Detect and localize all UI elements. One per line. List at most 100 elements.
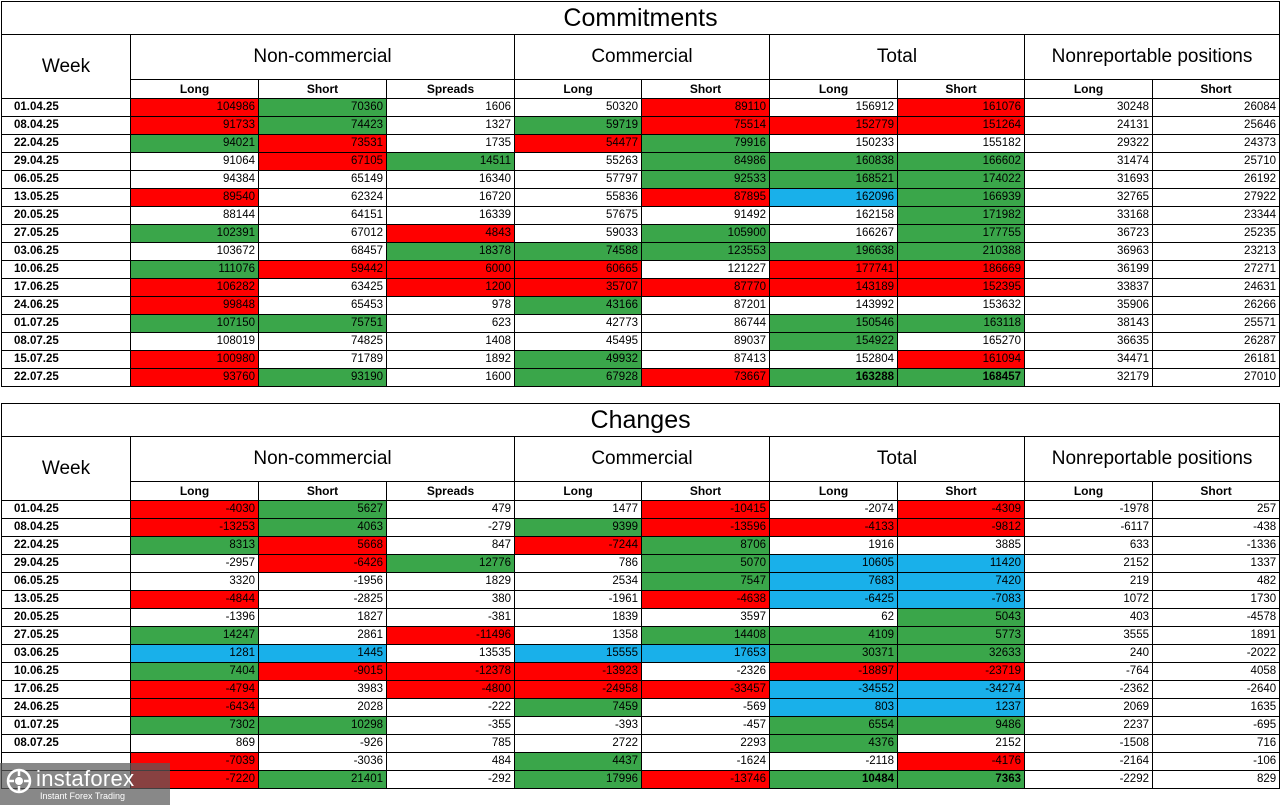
week-cell: 13.05.25 xyxy=(1,590,131,609)
value-cell: 6000 xyxy=(386,260,515,279)
value-cell: 1072 xyxy=(1024,590,1153,609)
table-row: 29.04.25 91064 67105 14511 55263 84986 160838 1… xyxy=(1,152,1280,171)
value-cell: -2022 xyxy=(1151,644,1280,663)
value-cell: 785 xyxy=(386,734,515,753)
value-cell: 74825 xyxy=(258,332,387,351)
value-cell: -34552 xyxy=(769,680,898,699)
value-cell: 94021 xyxy=(130,134,259,153)
value-cell: 30371 xyxy=(769,644,898,663)
subheader: Short xyxy=(258,481,387,501)
table-row: 22.07.25 93760 93190 1600 67928 73667 163288 16… xyxy=(1,368,1280,387)
value-cell: 155182 xyxy=(897,134,1025,153)
value-cell: 23213 xyxy=(1151,242,1280,261)
value-cell: 1477 xyxy=(514,500,642,519)
value-cell: 111076 xyxy=(130,260,259,279)
week-cell: 01.04.25 xyxy=(1,98,131,117)
week-cell: 24.06.25 xyxy=(1,296,131,315)
group-non-commercial: Non-commercial xyxy=(130,34,515,80)
value-cell: 43166 xyxy=(514,296,642,315)
value-cell: 829 xyxy=(1151,770,1280,789)
value-cell: 24631 xyxy=(1151,278,1280,297)
value-cell: 36723 xyxy=(1024,224,1153,243)
value-cell: 59719 xyxy=(514,116,642,135)
value-cell: 482 xyxy=(1151,572,1280,591)
value-cell: -9015 xyxy=(258,662,387,681)
value-cell: 91733 xyxy=(130,116,259,135)
value-cell: 6554 xyxy=(769,716,898,735)
value-cell: 65453 xyxy=(258,296,387,315)
value-cell: 34471 xyxy=(1024,350,1153,369)
value-cell: 59033 xyxy=(514,224,642,243)
value-cell: 102391 xyxy=(130,224,259,243)
value-cell: -2640 xyxy=(1151,680,1280,699)
value-cell: -2118 xyxy=(769,752,898,771)
value-cell: -4844 xyxy=(130,590,259,609)
value-cell: 65149 xyxy=(258,170,387,189)
value-cell: -764 xyxy=(1024,662,1153,681)
value-cell: 196638 xyxy=(769,242,898,261)
table-row: 01.04.25 104986 70360 1606 50320 89110 156912 1… xyxy=(1,98,1280,117)
value-cell: 38143 xyxy=(1024,314,1153,333)
group-total: Total xyxy=(769,436,1025,482)
table-row: -7220 21401 -292 17996 -13746 10484 7363 -2292 8… xyxy=(1,770,1280,789)
subheader: Short xyxy=(258,79,387,99)
value-cell: 26084 xyxy=(1151,98,1280,117)
value-cell: 8313 xyxy=(130,536,259,555)
value-cell: 152779 xyxy=(769,116,898,135)
value-cell: 25571 xyxy=(1151,314,1280,333)
value-cell: 1735 xyxy=(386,134,515,153)
value-cell: 7420 xyxy=(897,572,1025,591)
value-cell: 163118 xyxy=(897,314,1025,333)
value-cell: 162096 xyxy=(769,188,898,207)
commitments-table: Commitments Week Non-commercial Commerci… xyxy=(0,1,1280,387)
value-cell: 9399 xyxy=(514,518,642,537)
week-cell: 13.05.25 xyxy=(1,188,131,207)
value-cell: 26192 xyxy=(1151,170,1280,189)
value-cell: 161094 xyxy=(897,350,1025,369)
table-row: 29.04.25 -2957 -6426 12776 786 5070 10605 11420… xyxy=(1,554,1280,573)
value-cell: 2069 xyxy=(1024,698,1153,717)
value-cell: 31474 xyxy=(1024,152,1153,171)
value-cell: 67105 xyxy=(258,152,387,171)
value-cell: 3885 xyxy=(897,536,1025,555)
week-cell: 22.04.25 xyxy=(1,134,131,153)
value-cell: 1237 xyxy=(897,698,1025,717)
value-cell: -13596 xyxy=(641,518,770,537)
week-cell: 08.07.25 xyxy=(1,332,131,351)
value-cell: 7683 xyxy=(769,572,898,591)
week-cell: 01.04.25 xyxy=(1,500,131,519)
week-cell: 29.04.25 xyxy=(1,554,131,573)
instaforex-logo-icon xyxy=(6,768,32,794)
subheader: Short xyxy=(897,79,1025,99)
value-cell: 847 xyxy=(386,536,515,555)
value-cell: 59442 xyxy=(258,260,387,279)
table-row: 22.04.25 8313 5668 847 -7244 8706 1916 3885 633-… xyxy=(1,536,1280,555)
value-cell: 380 xyxy=(386,590,515,609)
value-cell: 14247 xyxy=(130,626,259,645)
value-cell: 2861 xyxy=(258,626,387,645)
value-cell: 64151 xyxy=(258,206,387,225)
value-cell: 3320 xyxy=(130,572,259,591)
value-cell: 1200 xyxy=(386,278,515,297)
value-cell: -106 xyxy=(1151,752,1280,771)
value-cell: 5627 xyxy=(258,500,387,519)
subheader: Long xyxy=(1024,481,1153,501)
value-cell: 257 xyxy=(1151,500,1280,519)
subheader: Short xyxy=(641,481,770,501)
value-cell: -11496 xyxy=(386,626,515,645)
value-cell: 16720 xyxy=(386,188,515,207)
value-cell: 219 xyxy=(1024,572,1153,591)
value-cell: -1956 xyxy=(258,572,387,591)
value-cell: 33168 xyxy=(1024,206,1153,225)
value-cell: 79916 xyxy=(641,134,770,153)
value-cell: -2164 xyxy=(1024,752,1153,771)
value-cell: 4109 xyxy=(769,626,898,645)
value-cell: 153632 xyxy=(897,296,1025,315)
brand-tagline: Instant Forex Trading xyxy=(40,791,126,801)
value-cell: -6117 xyxy=(1024,518,1153,537)
value-cell: -4309 xyxy=(897,500,1025,519)
value-cell: -4133 xyxy=(769,518,898,537)
value-cell: -4794 xyxy=(130,680,259,699)
group-nonreportable: Nonreportable positions xyxy=(1023,34,1280,80)
value-cell: 1892 xyxy=(386,350,515,369)
